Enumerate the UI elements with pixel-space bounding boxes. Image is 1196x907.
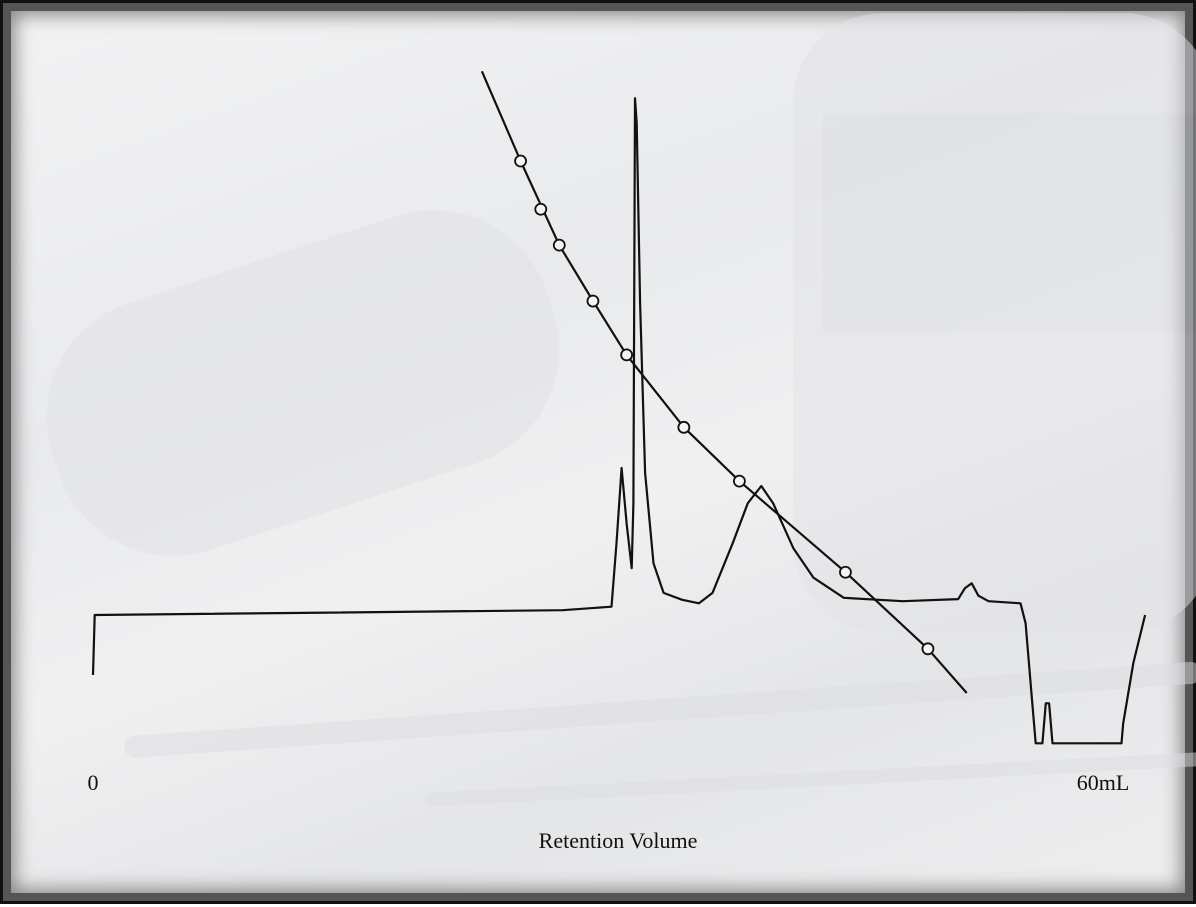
- chart: Retention Volume 0 60mL: [46, 13, 1196, 853]
- data-point: [733, 474, 746, 488]
- x-tick-label: 0: [88, 770, 99, 795]
- data-point: [839, 565, 852, 579]
- x-axis-label: Retention Volume: [539, 828, 698, 853]
- background-photo: [46, 13, 1196, 807]
- data-point: [620, 348, 634, 362]
- data-point: [677, 420, 691, 434]
- data-point: [534, 202, 548, 216]
- data-point: [514, 154, 527, 168]
- data-line: [91, 97, 1147, 745]
- data-point: [921, 642, 935, 656]
- x-tick-label: 60mL: [1077, 770, 1130, 795]
- data-point: [586, 294, 600, 308]
- data-point: [552, 238, 566, 252]
